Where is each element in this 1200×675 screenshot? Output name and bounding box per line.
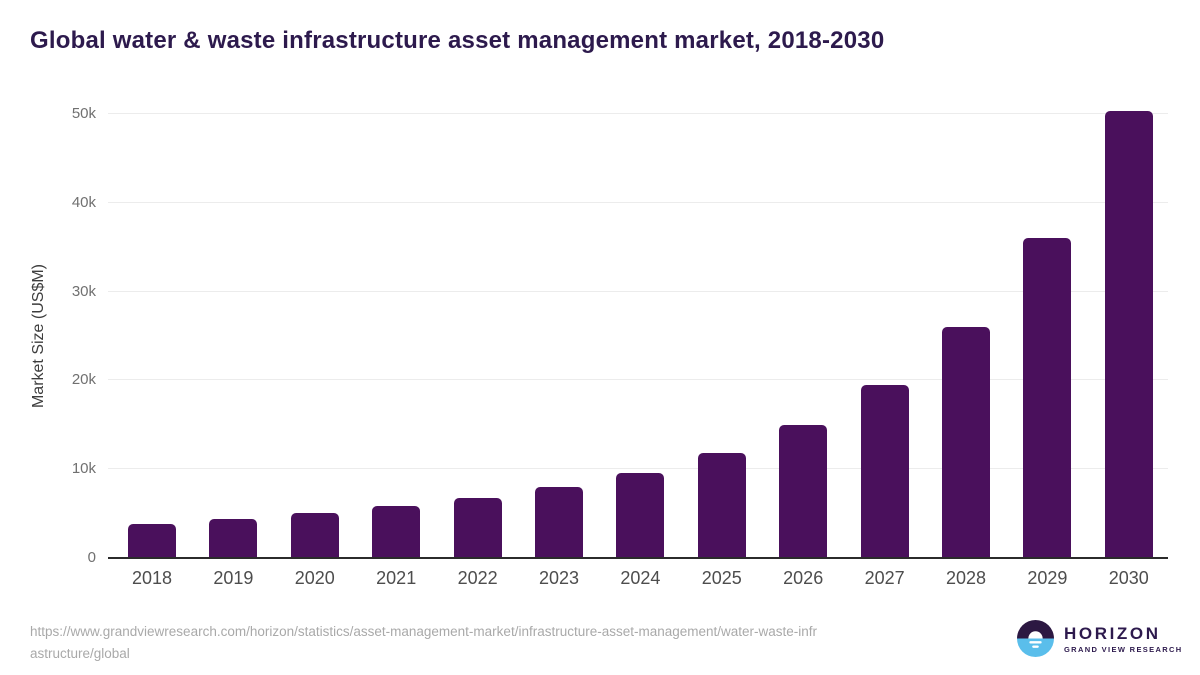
horizon-logo: HORIZON GRAND VIEW RESEARCH (1017, 620, 1183, 657)
bar-2029[interactable] (1023, 238, 1072, 558)
bar-2026[interactable] (779, 424, 828, 558)
bar-2028[interactable] (942, 327, 990, 558)
x-tick-label-2018: 2018 (131, 568, 173, 588)
x-tick-label-2029: 2029 (1027, 568, 1068, 588)
x-tick-label-2024: 2024 (620, 568, 661, 588)
y-tick-label-20k: 20k (71, 371, 96, 389)
bar-2027[interactable] (860, 384, 909, 558)
source-url-line-2: astructure/global (30, 645, 130, 661)
page-title: Global water & waste infrastructure asse… (30, 27, 885, 54)
x-tick-label-2027: 2027 (864, 568, 905, 588)
x-axis-line (108, 557, 1168, 559)
x-tick-label-2023: 2023 (538, 568, 580, 588)
gridline-50k (108, 113, 1168, 114)
x-tick-label-2026: 2026 (783, 568, 824, 588)
bar-2019[interactable] (209, 518, 258, 558)
bar-2020[interactable] (290, 512, 339, 558)
horizon-sunrise-icon (1017, 620, 1054, 657)
y-tick-label-40k: 40k (71, 193, 96, 211)
gridline-10k (108, 468, 1168, 470)
source-url-line-1: https://www.grandviewresearch.com/horizo… (30, 624, 818, 639)
bar-2022[interactable] (453, 497, 502, 558)
logo-subtitle: GRAND VIEW RESEARCH (1064, 644, 1183, 654)
bar-2023[interactable] (535, 486, 583, 558)
x-tick-label-2021: 2021 (376, 568, 417, 588)
y-tick-label-50k: 50k (71, 105, 96, 122)
bar-2024[interactable] (616, 472, 665, 558)
logo-title: HORIZON (1064, 623, 1161, 643)
x-tick-label-2030: 2030 (1108, 568, 1149, 588)
bar-2018[interactable] (128, 524, 176, 558)
gridline-20k (108, 379, 1168, 381)
bar-2021[interactable] (372, 505, 421, 558)
x-tick-label-2020: 2020 (294, 568, 335, 588)
gridline-40k (108, 201, 1168, 203)
x-tick-label-2019: 2019 (213, 568, 254, 588)
y-tick-label-30k: 30k (71, 282, 96, 300)
logo-text-block: HORIZON GRAND VIEW RESEARCH (1064, 624, 1183, 654)
y-tick-label-0: 0 (87, 549, 96, 566)
x-tick-label-2022: 2022 (457, 568, 498, 588)
x-tick-label-2025: 2025 (701, 568, 742, 588)
bar-2025[interactable] (697, 453, 746, 558)
gridline-30k (108, 290, 1168, 292)
source-url[interactable]: https://www.grandviewresearch.com/horizo… (30, 621, 817, 664)
bar-chart-plot-area: 0 10k 20k 30k 40k 50k 2018 2019 2020 2021 2022 2023… (72, 95, 1168, 588)
y-tick-label-10k: 10k (71, 460, 96, 478)
x-tick-label-2028: 2028 (945, 568, 987, 588)
bar-2030[interactable] (1104, 111, 1153, 558)
